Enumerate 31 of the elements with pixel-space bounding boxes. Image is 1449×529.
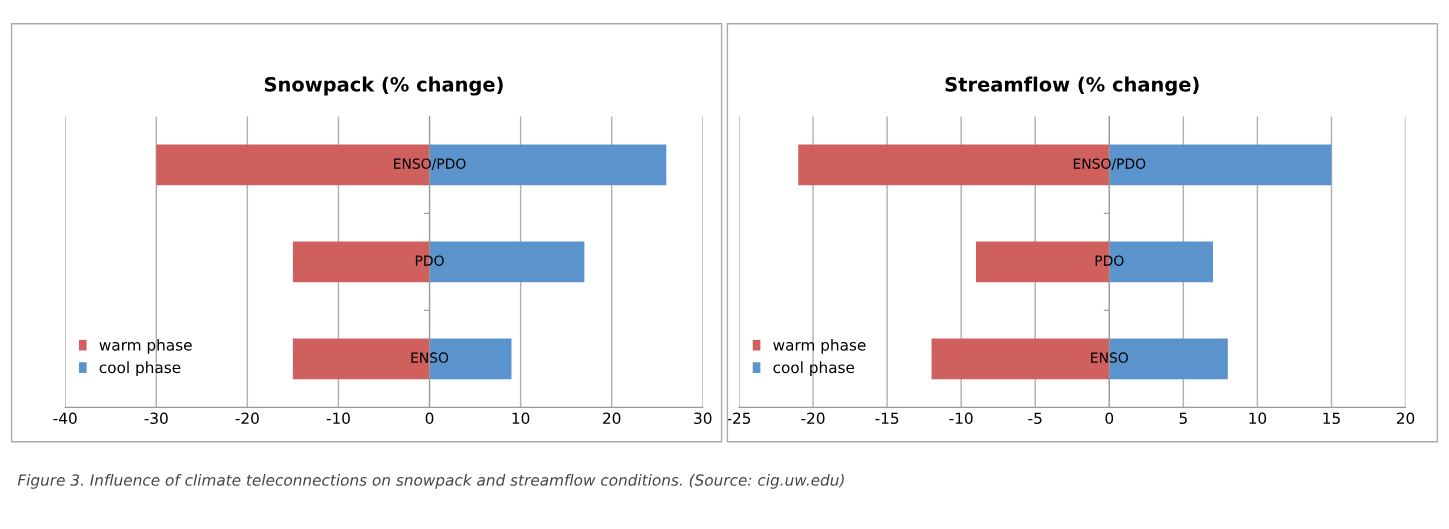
y-tick-label: PDO <box>415 255 444 266</box>
x-tick-label: 15 <box>1323 412 1340 425</box>
x-tick-label: 10 <box>512 412 530 425</box>
legend-label: cool phase <box>99 361 181 377</box>
x-tick-label: -15 <box>875 412 899 425</box>
x-tick-label: 0 <box>425 412 434 425</box>
x-tick-label: -10 <box>326 412 350 425</box>
legend-label: warm phase <box>99 338 192 354</box>
y-tick-label: ENSO <box>1091 352 1128 363</box>
x-tick-label: 0 <box>1105 412 1114 425</box>
x-tick-label: 5 <box>1179 412 1187 425</box>
legend-label: warm phase <box>773 338 866 354</box>
x-tick-label: -20 <box>801 412 825 425</box>
chart-title: Snowpack (% change) <box>264 76 503 96</box>
x-tick-label: 20 <box>603 412 621 425</box>
y-tick-label: PDO <box>1095 255 1124 266</box>
x-tick-label: -20 <box>235 412 259 425</box>
y-tick-label: ENSO <box>411 352 449 363</box>
x-tick-label: -5 <box>1028 412 1042 425</box>
x-tick-label: -30 <box>144 412 168 425</box>
y-tick-label: ENSO/PDO <box>1073 158 1146 170</box>
legend-label: cool phase <box>773 361 855 377</box>
x-tick-label: 20 <box>1396 412 1415 425</box>
y-tick-label: ENSO/PDO <box>394 158 466 170</box>
x-tick-label: 30 <box>694 412 712 425</box>
x-tick-label: -10 <box>949 412 973 425</box>
chart-title: Streamflow (% change) <box>945 76 1199 96</box>
x-tick-label: -25 <box>727 412 751 425</box>
x-tick-label: 10 <box>1249 412 1267 425</box>
x-tick-label: -40 <box>53 412 77 425</box>
caption: Figure 3. Influence of climate teleconnections on snowpack and streamflow conditions. (Source: cig.uw.edu) <box>17 474 844 489</box>
